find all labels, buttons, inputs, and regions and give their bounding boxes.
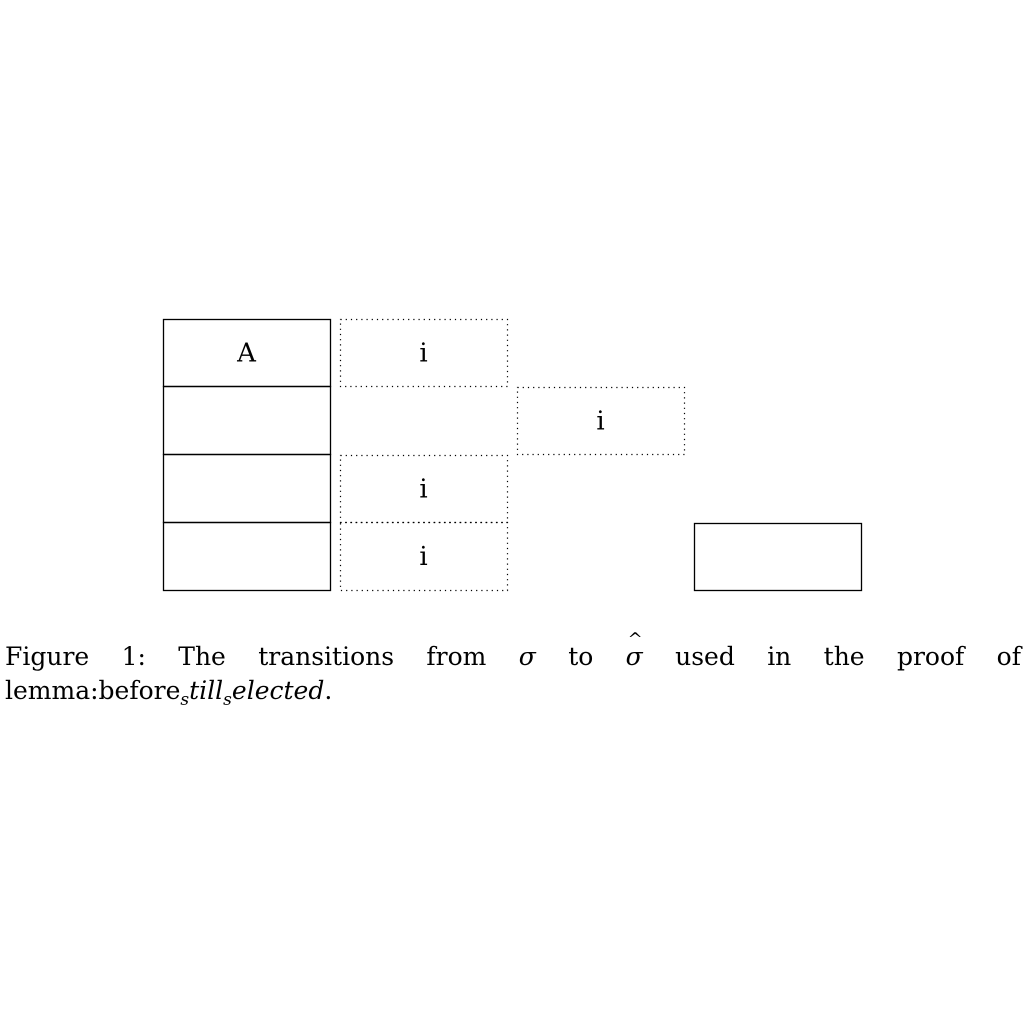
caption-sigma-hat: σ (626, 623, 643, 674)
cell-dotted-row2-shifted: i (516, 386, 686, 456)
cell-label: i (419, 339, 427, 369)
cell-solid-right (693, 522, 863, 592)
caption-line-1: Figure 1: The transitions from σ to σ us… (5, 623, 1021, 674)
caption-word: 1: (121, 642, 146, 671)
cell-stack-3 (162, 453, 332, 524)
cell-dotted-row4: i (339, 521, 509, 592)
solid-box (693, 522, 863, 592)
caption-period: . (324, 676, 333, 705)
caption-subscript: s (180, 690, 190, 710)
dotted-box (516, 386, 686, 456)
caption-word: The (178, 642, 226, 671)
cell-stack-2 (162, 385, 332, 456)
caption-lemma-suffix: elected (231, 676, 325, 705)
caption-word: transitions (258, 642, 395, 671)
cell-label: i (419, 542, 427, 572)
figure-caption: Figure 1: The transitions from σ to σ us… (5, 623, 1021, 717)
solid-box (162, 521, 332, 592)
cell-stack-4 (162, 521, 332, 592)
caption-word: to (568, 642, 594, 671)
cell-label: i (596, 407, 604, 437)
cell-label: i (419, 475, 427, 505)
caption-lemma-prefix: lemma:before (5, 676, 181, 705)
caption-word: in (767, 642, 792, 671)
cell-dotted-row1: i (339, 318, 509, 388)
caption-subscript: s (223, 690, 232, 710)
caption-word: proof (896, 642, 965, 671)
cell-dotted-row3: i (339, 454, 509, 524)
caption-word: Figure (5, 642, 90, 671)
caption-word: from (426, 642, 487, 671)
caption-word: used (675, 642, 735, 671)
caption-word: the (823, 642, 865, 671)
caption-word: of (996, 642, 1021, 671)
caption-sigma: σ (518, 642, 536, 671)
caption-line-2: lemma:beforestillselected. (5, 674, 1021, 717)
dotted-box (339, 521, 509, 592)
dotted-box (339, 318, 509, 388)
cell-stack-1: A (162, 318, 332, 388)
solid-box (162, 385, 332, 456)
cell-label: A (236, 339, 257, 369)
caption-lemma-mid: till (189, 676, 224, 705)
solid-box (162, 453, 332, 524)
